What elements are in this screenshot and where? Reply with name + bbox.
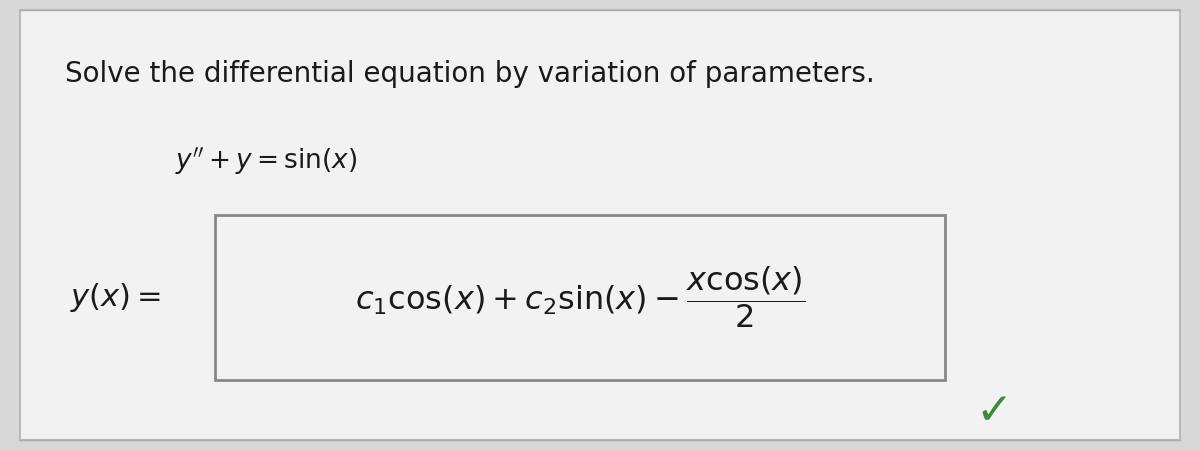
Bar [215,215,946,380]
Text: Solve the differential equation by variation of parameters.: Solve the differential equation by varia… [65,60,875,88]
Text: $c_1\cos(x) + c_2\sin(x) - \dfrac{x\cos(x)}{2}$: $c_1\cos(x) + c_2\sin(x) - \dfrac{x\cos(… [355,265,805,330]
Text: ✓: ✓ [974,390,1013,433]
Text: $y(x) =$: $y(x) =$ [70,281,161,314]
Text: $y'' + y = \sin(x)$: $y'' + y = \sin(x)$ [175,145,358,177]
